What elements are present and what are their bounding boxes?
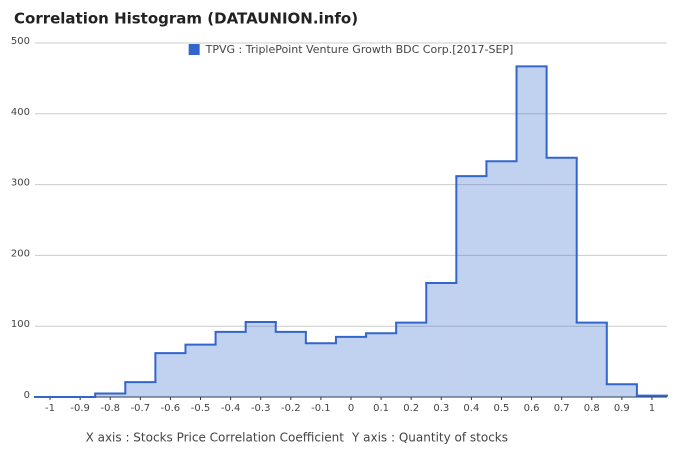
y-tick-label: 0 [24,390,30,401]
chart-title: Correlation Histogram (DATAUNION.info) [14,10,358,28]
legend-label: TPVG : TriplePoint Venture Growth BDC Co… [205,43,514,56]
y-tick-label: 400 [11,107,30,118]
y-tick-label: 500 [11,36,30,47]
legend-swatch [188,44,200,55]
step-area [606,384,637,397]
step-area [245,321,276,397]
x-tick-label: -0.5 [191,403,211,414]
step-area [456,176,487,397]
x-tick-label: 0.4 [463,403,479,414]
x-tick-label: 0.6 [524,403,540,414]
y-tick-label: 100 [11,319,30,330]
step-area [576,322,607,397]
step-area [396,322,427,397]
x-tick-label: 0.3 [433,403,449,414]
step-area [426,283,457,397]
step-area [516,66,547,397]
step-area [215,331,246,397]
step-area [366,333,397,397]
x-axis-label: X axis : Stocks Price Correlation Coeffi… [86,431,345,445]
x-tick-label: -0.9 [70,403,90,414]
x-tick-label: -0.2 [281,403,301,414]
step-area [275,331,306,397]
x-tick-label: 0.5 [494,403,510,414]
x-tick-label: 0.1 [373,403,389,414]
x-tick-label: 1 [649,403,655,414]
x-tick-label: -0.4 [221,403,241,414]
x-tick-label: 0.8 [584,403,600,414]
y-tick-label: 300 [11,178,30,189]
x-tick-label: 0.9 [614,403,630,414]
step-area [155,353,186,397]
step-area [546,157,577,397]
x-tick-label: -0.3 [251,403,271,414]
step-area [125,382,156,397]
x-tick-label: -0.1 [311,403,331,414]
step-area [335,336,367,397]
step-area [486,161,517,397]
x-tick-label: -1 [45,403,55,414]
y-axis-label: Y axis : Quantity of stocks [351,431,508,445]
y-tick-label: 200 [11,248,30,259]
x-tick-label: -0.6 [161,403,181,414]
x-tick-label: -0.8 [100,403,120,414]
x-tick-label: 0.2 [403,403,419,414]
x-tick-label: 0 [348,403,354,414]
step-area [95,393,126,397]
step-area [305,343,336,397]
x-tick-label: 0.7 [554,403,570,414]
x-tick-label: -0.7 [131,403,151,414]
step-area [185,344,216,397]
